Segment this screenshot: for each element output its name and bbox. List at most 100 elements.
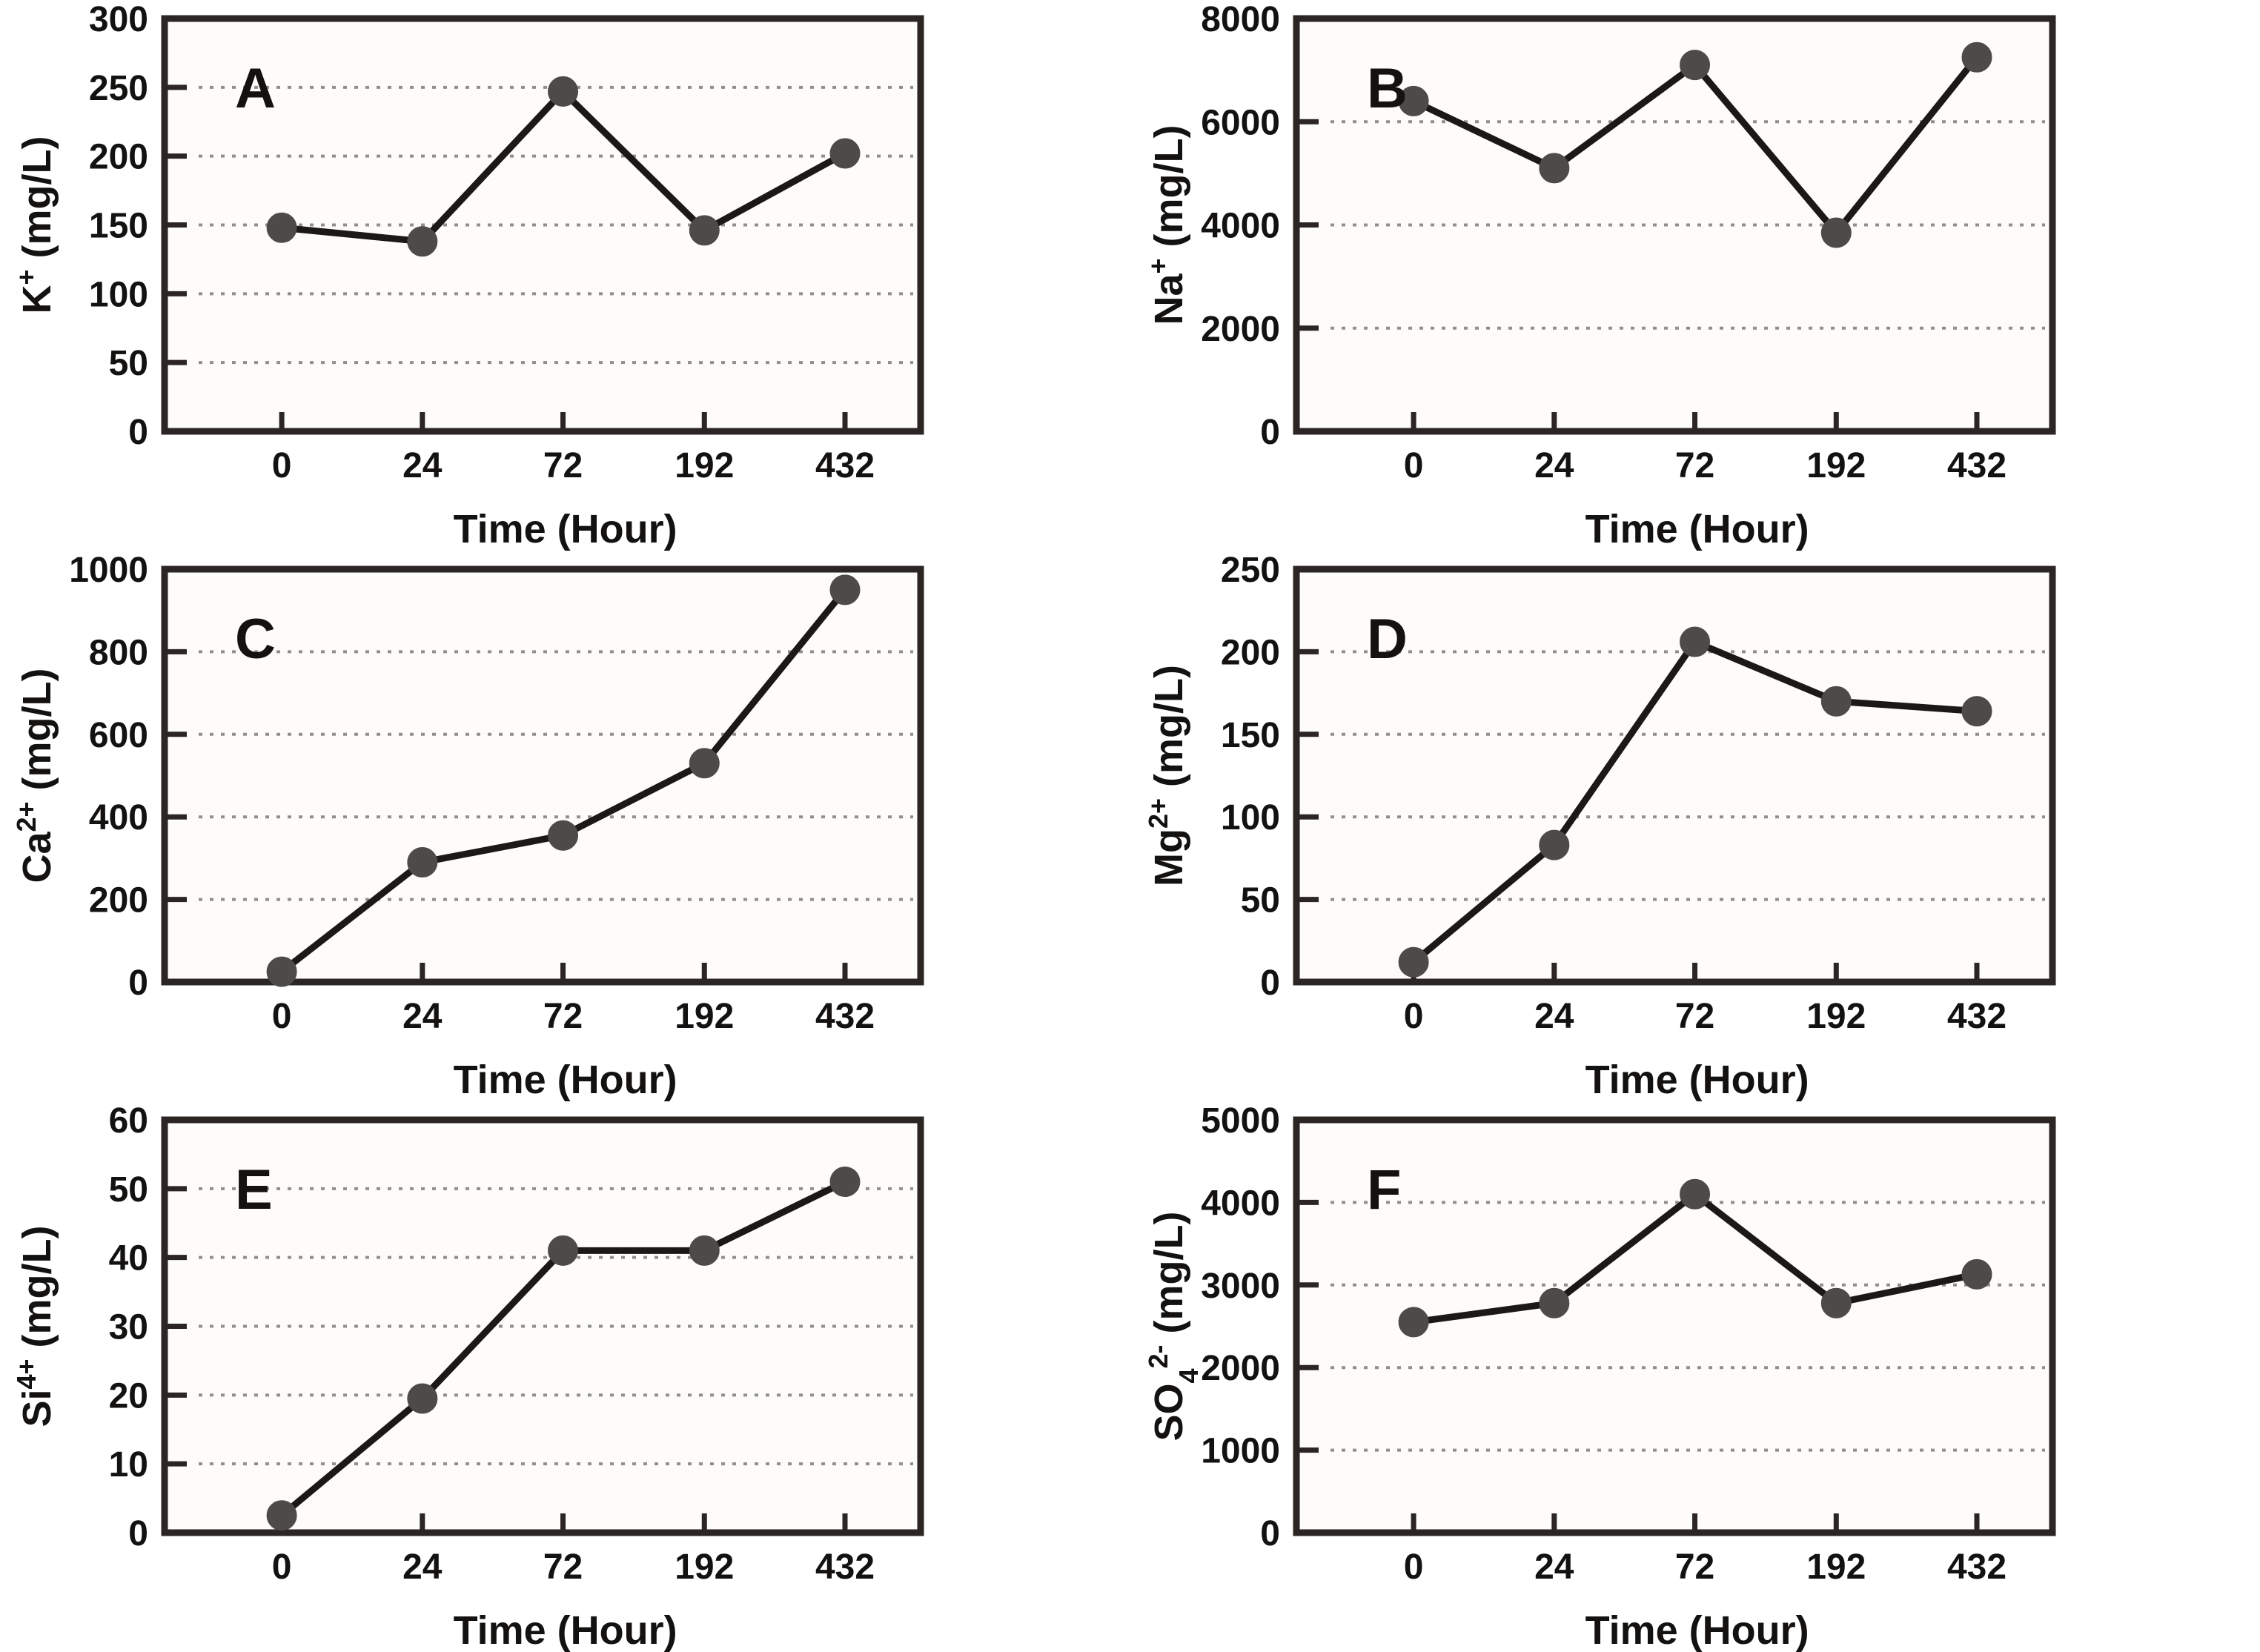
x-tick-label: 192 [1806,446,1866,485]
x-tick-label: 192 [675,997,734,1036]
y-axis-label: K+ (mg/L) [11,136,60,314]
y-tick-label: 10 [109,1445,148,1485]
data-point [266,212,297,243]
x-tick-label: 0 [272,1547,292,1587]
panel-letter: F [1367,1158,1401,1221]
x-tick-label: 192 [675,1547,734,1587]
x-tick-label: 432 [1947,1547,2007,1587]
x-tick-label: 72 [543,997,583,1036]
y-tick-label: 4000 [1201,207,1280,246]
x-tick-label: 0 [1404,997,1424,1036]
x-tick-label: 72 [543,1547,583,1587]
data-point [548,76,579,107]
panel-b: 0 2000 4000 6000 8000 0 24 72 192 432 B Na+ (mg/L) T… [1143,0,2056,551]
x-tick-label: 72 [1675,997,1714,1036]
data-point [689,215,720,246]
x-axis-label: Time (Hour) [454,507,677,551]
x-tick-label: 192 [1806,1547,1866,1587]
x-tick-label: 72 [543,446,583,485]
data-point [1680,626,1711,657]
panel-letter: E [235,1158,273,1221]
y-tick-label: 200 [1221,633,1280,672]
panel-a: 0 50 100 150 200 250 300 0 24 72 192 432 A K+ (mg/L) T… [11,0,924,551]
y-tick-label: 2000 [1201,310,1280,349]
x-tick-label: 192 [675,446,734,485]
y-axis-label: Si4+ (mg/L) [11,1225,60,1427]
plot-border [1293,565,2056,986]
data-point [1680,50,1711,81]
y-tick-label: 2000 [1201,1349,1280,1388]
data-point [689,748,720,779]
x-tick-label: 72 [1675,446,1714,485]
data-point [407,226,438,257]
data-point [266,1500,297,1531]
x-tick-label: 24 [402,446,443,485]
y-tick-label: 1000 [1201,1432,1280,1471]
y-tick-label: 60 [109,1101,148,1141]
x-tick-label: 432 [1947,997,2007,1036]
x-tick-label: 24 [1534,446,1574,485]
y-tick-label: 250 [89,69,148,108]
data-point [829,1167,861,1198]
y-tick-label: 0 [1260,413,1280,452]
y-tick-label: 150 [1221,716,1280,755]
data-point [407,846,438,878]
data-point [1539,829,1570,860]
y-tick-label: 50 [109,1170,148,1210]
data-point [548,1235,579,1266]
y-tick-label: 100 [89,275,148,314]
y-tick-label: 4000 [1201,1184,1280,1223]
data-point [1398,1307,1429,1338]
y-tick-label: 800 [89,633,148,672]
data-point [548,820,579,851]
y-tick-label: 0 [128,963,148,1003]
y-tick-label: 0 [1260,963,1280,1003]
panel-letter: B [1367,57,1408,120]
x-axis-label: Time (Hour) [1585,1608,1809,1652]
panel-letter: C [235,608,276,671]
x-tick-label: 24 [402,997,443,1036]
y-tick-label: 1000 [69,551,148,590]
y-tick-label: 5000 [1201,1101,1280,1141]
panel-letter: A [235,57,276,120]
x-tick-label: 24 [1534,1547,1574,1587]
y-tick-label: 20 [109,1376,148,1416]
x-tick-label: 432 [815,1547,875,1587]
y-tick-label: 40 [109,1239,148,1278]
y-tick-label: 600 [89,716,148,755]
data-point [1398,85,1429,116]
y-tick-label: 50 [109,344,148,383]
data-point [1680,1178,1711,1210]
y-tick-label: 200 [89,881,148,920]
panel-letter: D [1367,608,1408,671]
y-tick-label: 100 [1221,798,1280,837]
y-tick-label: 3000 [1201,1267,1280,1306]
y-axis-label: SO42- (mg/L) [1143,1211,1204,1441]
x-tick-label: 72 [1675,1547,1714,1587]
data-point [1398,946,1429,978]
panel-e: 0 10 20 30 40 50 60 0 24 72 192 432 E Si4+ (mg/L) Time… [11,1101,924,1652]
y-tick-label: 0 [128,413,148,452]
x-tick-label: 432 [815,997,875,1036]
data-point [407,1383,438,1414]
y-axis-label: Mg2+ (mg/L) [1143,665,1192,886]
x-tick-label: 432 [815,446,875,485]
data-point [1539,153,1570,184]
data-point [689,1235,720,1266]
x-axis-label: Time (Hour) [454,1058,677,1102]
x-axis-label: Time (Hour) [1585,1058,1809,1102]
data-point [1820,217,1852,248]
plot-border [161,565,924,986]
data-point [829,138,861,169]
y-tick-label: 8000 [1201,0,1280,39]
data-point [1961,1258,1992,1290]
y-tick-label: 250 [1221,551,1280,590]
y-tick-label: 400 [89,798,148,837]
data-point [1961,42,1992,73]
data-point [829,574,861,606]
y-tick-label: 300 [89,0,148,39]
x-axis-label: Time (Hour) [454,1608,677,1652]
x-tick-label: 432 [1947,446,2007,485]
